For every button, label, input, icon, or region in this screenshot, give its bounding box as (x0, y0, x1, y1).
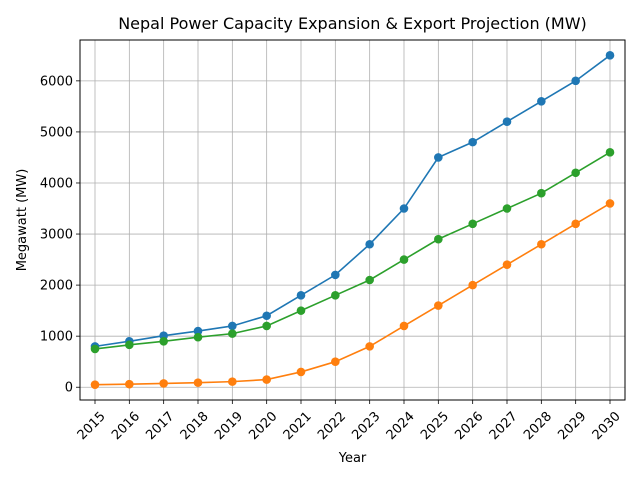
data-point (193, 326, 203, 336)
data-point (537, 188, 546, 198)
plot-frame (79, 39, 626, 401)
data-point (159, 379, 168, 388)
data-point (296, 367, 306, 377)
data-point (502, 117, 512, 127)
data-point (193, 378, 203, 387)
y-tick-label: 3000 (40, 228, 73, 243)
data-point (468, 280, 477, 290)
data-point (399, 321, 409, 331)
chart-title: Nepal Power Capacity Expansion & Export … (118, 14, 587, 33)
data-point (296, 306, 306, 315)
data-point (537, 239, 546, 249)
data-point (159, 336, 168, 346)
data-point (571, 219, 580, 229)
data-point (502, 260, 512, 269)
grid-lines (80, 40, 625, 400)
data-point (262, 375, 271, 384)
series-line (94, 151, 611, 350)
y-tick-label: 0 (65, 381, 73, 396)
data-point (331, 270, 340, 280)
data-point (365, 239, 374, 249)
data-point (434, 234, 443, 244)
data-point (605, 199, 615, 208)
y-tick-label: 4000 (40, 176, 73, 191)
data-point (537, 96, 546, 106)
data-point (399, 204, 409, 213)
data-point (90, 344, 100, 354)
y-axis-label: Megawatt (MW) (15, 169, 30, 272)
data-point (468, 137, 477, 147)
data-point (262, 321, 271, 331)
data-point (399, 255, 409, 264)
data-point (331, 357, 340, 367)
data-point (605, 51, 615, 60)
x-axis-label: Year (338, 451, 367, 466)
data-point (605, 148, 615, 157)
data-point (571, 168, 580, 178)
data-point (193, 332, 203, 342)
series-line (94, 54, 611, 348)
y-axis: 0 1000 2000 3000 4000 5000 6000 (40, 74, 80, 396)
data-point (365, 275, 374, 285)
data-point (331, 291, 340, 300)
data-point (502, 204, 512, 213)
series-series-2 (90, 199, 615, 389)
data-point (125, 379, 134, 389)
y-tick-label: 1000 (40, 330, 73, 345)
data-point (434, 301, 443, 310)
series-series-3 (90, 148, 615, 354)
y-tick-label: 6000 (40, 74, 73, 89)
y-tick-label: 2000 (40, 279, 73, 294)
data-point (571, 76, 580, 86)
series-series-1 (90, 51, 615, 351)
data-point (228, 321, 237, 331)
data-point (296, 291, 306, 300)
data-point (365, 342, 374, 351)
data-point (125, 340, 134, 350)
data-point (228, 329, 237, 338)
series-group (90, 51, 615, 389)
data-point (262, 311, 271, 321)
data-point (468, 219, 477, 229)
y-tick-label: 5000 (40, 125, 73, 140)
data-point (228, 377, 237, 386)
data-point (90, 380, 100, 389)
data-point (434, 153, 443, 162)
series-line (94, 202, 611, 386)
